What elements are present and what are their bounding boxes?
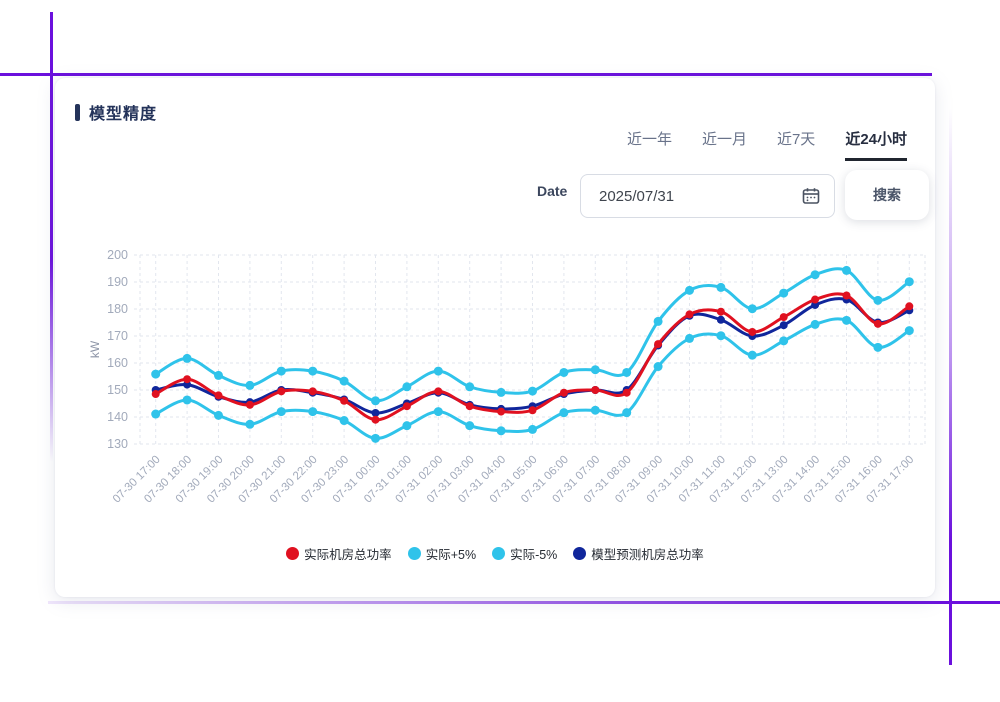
legend-item-minus5[interactable]: 实际-5% xyxy=(492,544,557,563)
line-chart: 130 140 150 160 170 180 190 200 kW 07-30 17:00 07-… xyxy=(85,245,945,547)
panel-title-text: 模型精度 xyxy=(89,106,158,123)
legend-marker-predicted xyxy=(573,547,587,560)
title-accent-bar xyxy=(75,103,80,121)
date-picker[interactable] xyxy=(580,174,835,218)
model-accuracy-panel: 模型精度 近一年 近一月 近7天 近24小时 Date 搜索 130 140 150… xyxy=(55,78,935,597)
svg-text:180: 180 xyxy=(107,302,128,316)
tab-last-7-days[interactable]: 近7天 xyxy=(776,131,816,148)
tab-last-year[interactable]: 近一年 xyxy=(626,131,672,148)
legend-marker-minus5 xyxy=(492,547,506,560)
chart-legend: 实际机房总功率 实际+5% 实际-5% 模型预测机房总功率 xyxy=(55,544,935,563)
svg-text:130: 130 xyxy=(107,437,128,451)
decor-line-top xyxy=(0,73,932,76)
svg-text:140: 140 xyxy=(107,410,128,424)
svg-text:170: 170 xyxy=(107,329,128,343)
legend-item-actual[interactable]: 实际机房总功率 xyxy=(286,544,392,563)
legend-marker-plus5 xyxy=(407,547,421,560)
date-label: Date xyxy=(537,183,568,199)
legend-item-predicted[interactable]: 模型预测机房总功率 xyxy=(573,544,704,563)
svg-text:200: 200 xyxy=(107,248,128,262)
decor-line-left xyxy=(50,12,53,462)
time-range-tabs: 近一年 近一月 近7天 近24小时 xyxy=(627,128,907,161)
legend-item-plus5[interactable]: 实际+5% xyxy=(407,544,476,563)
decor-line-bottom xyxy=(48,601,1000,604)
calendar-icon[interactable] xyxy=(802,187,820,205)
panel-title: 模型精度 xyxy=(75,100,157,124)
legend-marker-actual xyxy=(286,547,300,560)
date-input[interactable] xyxy=(599,187,802,205)
svg-text:kW: kW xyxy=(88,340,102,358)
svg-text:150: 150 xyxy=(107,383,128,397)
svg-text:160: 160 xyxy=(107,356,128,370)
tab-last-month[interactable]: 近一月 xyxy=(701,131,747,148)
search-button[interactable]: 搜索 xyxy=(845,170,929,220)
decor-line-right xyxy=(949,108,952,665)
svg-text:190: 190 xyxy=(107,275,128,289)
tab-last-24-hours[interactable]: 近24小时 xyxy=(845,128,907,161)
